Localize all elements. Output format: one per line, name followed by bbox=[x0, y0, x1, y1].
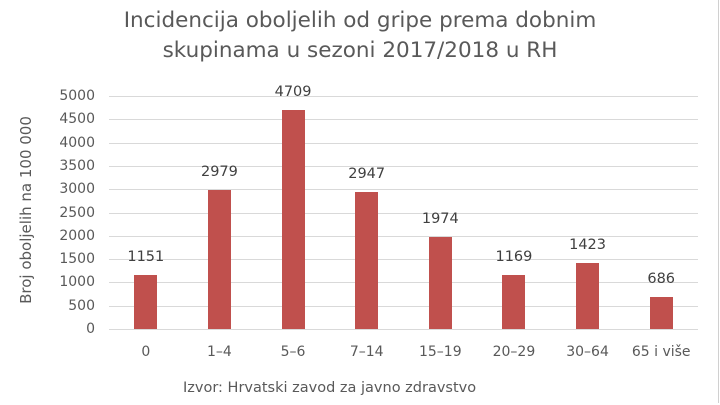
gridline bbox=[109, 119, 698, 121]
chart-title-line-2: skupinama u sezoni 2017/2018 u RH bbox=[162, 38, 558, 63]
gridline bbox=[109, 235, 698, 237]
bar[interactable] bbox=[207, 190, 231, 329]
x-tick-label: 7–14 bbox=[349, 344, 384, 360]
gridline bbox=[109, 189, 698, 191]
gridline bbox=[109, 165, 698, 167]
x-tick-label: 1–4 bbox=[207, 344, 232, 360]
data-label: 1423 bbox=[569, 236, 607, 253]
data-label: 686 bbox=[647, 271, 676, 288]
y-tick-label: 500 bbox=[68, 297, 95, 314]
gridline bbox=[109, 259, 698, 261]
y-tick-label: 2500 bbox=[59, 204, 95, 221]
x-tick-label: 0 bbox=[141, 344, 151, 360]
bar[interactable] bbox=[428, 237, 452, 329]
data-label: 1151 bbox=[127, 249, 165, 266]
y-tick-label: 3500 bbox=[59, 157, 95, 174]
y-tick-label: 3000 bbox=[59, 181, 95, 198]
y-tick-label: 1000 bbox=[59, 274, 95, 291]
x-tick-label: 30–64 bbox=[566, 344, 609, 360]
bar[interactable] bbox=[281, 109, 305, 329]
data-label: 1169 bbox=[495, 248, 533, 265]
y-tick-label: 0 bbox=[86, 321, 95, 337]
data-label: 4709 bbox=[274, 83, 312, 100]
bar[interactable] bbox=[355, 191, 379, 329]
bar[interactable] bbox=[134, 275, 158, 329]
data-label: 2947 bbox=[348, 165, 386, 182]
x-tick-label: 5–6 bbox=[280, 344, 306, 360]
y-tick-label: 4000 bbox=[59, 134, 95, 151]
gridline bbox=[109, 282, 698, 284]
y-tick-label: 5000 bbox=[59, 88, 95, 104]
x-tick-label: 15–19 bbox=[418, 344, 462, 360]
bar[interactable] bbox=[649, 297, 673, 329]
y-tick-label: 4500 bbox=[59, 111, 95, 128]
gridline bbox=[109, 305, 698, 307]
y-tick-label: 2000 bbox=[59, 227, 95, 244]
data-label: 1974 bbox=[421, 211, 459, 227]
chart-title-line-1: Incidencija oboljelih od gripe prema dob… bbox=[123, 8, 597, 33]
x-tick-label: 20–29 bbox=[492, 344, 536, 360]
x-tick-label: 65 i više bbox=[631, 344, 691, 360]
gridline bbox=[109, 96, 698, 97]
source-note: Izvor: Hrvatski zavod za javno zdravstvo bbox=[183, 380, 477, 396]
data-label: 2979 bbox=[200, 164, 238, 181]
chart-title: Incidencija oboljelih od gripe prema dob… bbox=[0, 6, 720, 66]
y-tick-label: 1500 bbox=[59, 251, 95, 268]
gridline bbox=[109, 142, 698, 144]
gridline bbox=[109, 212, 698, 214]
gridline bbox=[109, 329, 698, 330]
bar[interactable] bbox=[502, 274, 526, 329]
bar[interactable] bbox=[576, 262, 600, 329]
